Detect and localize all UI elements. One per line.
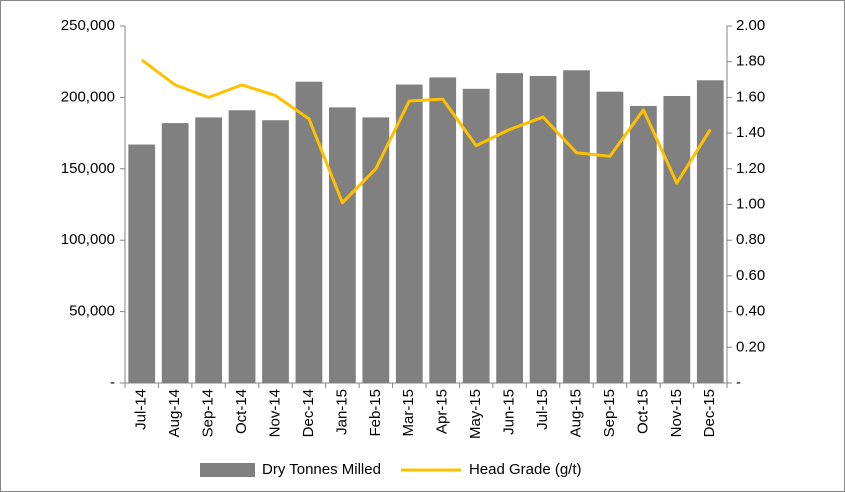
legend-label: Head Grade (g/t) — [469, 461, 582, 478]
y2-tick-label: 1.40 — [736, 124, 765, 141]
y2-tick-label: 1.80 — [736, 53, 765, 70]
bar — [128, 144, 156, 383]
bar — [295, 81, 323, 383]
bar — [696, 80, 724, 383]
bar — [228, 110, 256, 383]
y-tick-label: 250,000 — [61, 17, 115, 34]
y2-tick-label: 1.60 — [736, 88, 765, 105]
bar — [596, 91, 624, 384]
bar — [161, 123, 189, 383]
x-tick-label: Feb-15 — [367, 389, 384, 437]
y2-tick-label: 2.00 — [736, 17, 765, 34]
x-tick-label: Jul-15 — [534, 389, 551, 430]
x-tick-label: Sep-14 — [200, 389, 217, 437]
bar — [362, 117, 390, 383]
bar — [395, 84, 423, 383]
y2-tick-label: 1.20 — [736, 160, 765, 177]
y2-tick-label: 0.40 — [736, 303, 765, 320]
x-tick-label: Dec-14 — [300, 389, 317, 437]
x-tick-label: Oct-14 — [233, 389, 250, 434]
x-tick-label: Sep-15 — [601, 389, 618, 437]
y2-tick-label: 0.80 — [736, 231, 765, 248]
x-tick-label: Apr-15 — [434, 389, 451, 434]
y-tick-label: 50,000 — [69, 303, 115, 320]
bar — [329, 107, 356, 384]
line — [140, 58, 712, 205]
y-tick-label: 100,000 — [61, 231, 115, 248]
bar — [663, 95, 691, 384]
y2-tick-label: 0.60 — [736, 267, 765, 284]
y-tick-label: 200,000 — [61, 88, 115, 105]
bar — [630, 105, 657, 383]
bar — [462, 88, 490, 383]
x-tick-label: Aug-14 — [166, 389, 183, 437]
y-tick-label: - — [110, 374, 115, 391]
legend-swatch — [200, 463, 255, 477]
bar — [262, 120, 289, 384]
x-tick-label: Jul-14 — [133, 389, 150, 430]
x-tick-label: Mar-15 — [400, 389, 417, 437]
bar — [429, 77, 457, 384]
x-tick-label: Dec-15 — [701, 389, 718, 437]
x-tick-label: Aug-15 — [567, 389, 584, 437]
x-tick-label: Jan-15 — [333, 389, 350, 435]
x-tick-label: Nov-15 — [668, 389, 685, 437]
y2-tick-label: 0.20 — [736, 338, 765, 355]
x-tick-label: May-15 — [467, 389, 484, 439]
y-tick-label: 150,000 — [61, 160, 115, 177]
x-tick-label: Oct-15 — [634, 389, 651, 434]
bar — [496, 73, 523, 384]
x-tick-label: Jun-15 — [501, 389, 518, 435]
legend-label: Dry Tonnes Milled — [262, 461, 381, 478]
x-tick-label: Nov-14 — [266, 389, 283, 437]
y2-tick-label: - — [736, 374, 741, 391]
y2-tick-label: 1.00 — [736, 195, 765, 212]
bar — [563, 70, 590, 383]
bar — [195, 117, 222, 383]
